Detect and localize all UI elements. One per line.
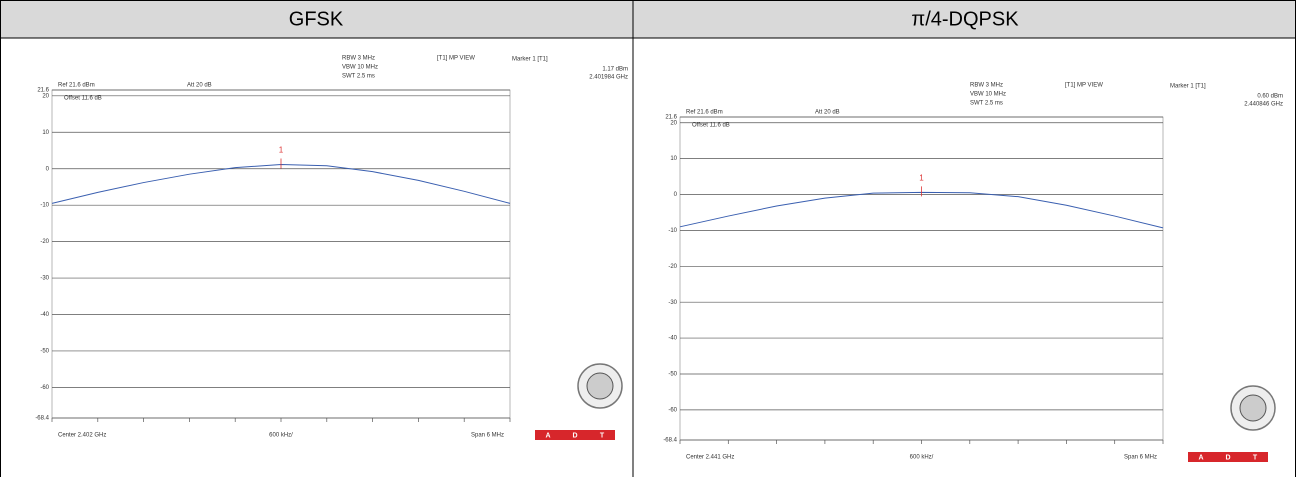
attenuation: Att 20 dB [815, 110, 840, 116]
y-tick-label: 20 [42, 93, 49, 99]
attenuation: Att 20 dB [187, 83, 212, 89]
column-header: π/4-DQPSK [911, 8, 1019, 30]
y-tick-label: 21.6 [665, 115, 677, 121]
span: Span 6 MHz [471, 433, 504, 439]
marker-title: Marker 1 [T1] [512, 57, 548, 63]
marker-label: 1 [919, 173, 924, 182]
vbw: VBW 10 MHz [970, 92, 1006, 98]
logo-letter: A [1198, 454, 1203, 461]
plot-frame [51, 89, 511, 419]
y-tick-label: 0 [674, 192, 678, 198]
division: 600 kHz/ [269, 433, 293, 439]
marker-level: 1.17 dBm [602, 67, 628, 73]
ref-level: Ref 21.6 dBm [686, 110, 723, 116]
trace-mode: [T1] MP VIEW [437, 56, 475, 62]
y-tick-label: -30 [40, 276, 49, 282]
sweep-time: SWT 2.5 ms [970, 101, 1003, 107]
y-tick-label: -10 [668, 228, 677, 234]
y-tick-label: 10 [670, 156, 677, 162]
marker-label: 1 [279, 146, 284, 155]
span: Span 6 MHz [1124, 455, 1157, 461]
sweep-time: SWT 2.5 ms [342, 74, 375, 80]
logo-letter: D [572, 432, 577, 439]
offset: Offset 11.6 dB [692, 123, 730, 129]
logo-seal-inner [1239, 394, 1267, 422]
logo-letter: A [545, 432, 550, 439]
header-row [0, 0, 1296, 38]
y-tick-label: 10 [42, 130, 49, 136]
y-tick-label: 0 [46, 166, 50, 172]
y-tick-label: -68.4 [663, 438, 677, 444]
marker-title: Marker 1 [T1] [1170, 84, 1206, 90]
trace [51, 163, 511, 204]
plot-frame [679, 116, 1164, 441]
y-tick-label: -68.4 [35, 416, 49, 422]
logo-seal-inner [586, 372, 614, 400]
marker-level: 0.60 dBm [1257, 94, 1283, 100]
logo-bar [1188, 452, 1268, 462]
y-tick-label: -60 [668, 407, 677, 413]
logo-letter: D [1225, 454, 1230, 461]
center-freq: Center 2.441 GHz [686, 455, 734, 461]
logo-bar [535, 430, 615, 440]
rbw: RBW 3 MHz [970, 83, 1003, 89]
trace [679, 191, 1164, 229]
trace-mode: [T1] MP VIEW [1065, 83, 1103, 89]
marker-freq: 2.440846 GHz [1244, 102, 1283, 108]
y-tick-label: -10 [40, 203, 49, 209]
vbw: VBW 10 MHz [342, 65, 378, 71]
y-tick-label: -20 [668, 264, 677, 270]
rbw: RBW 3 MHz [342, 56, 375, 62]
y-tick-label: 21.6 [37, 88, 49, 94]
y-tick-label: -50 [40, 349, 49, 355]
center-freq: Center 2.402 GHz [58, 433, 106, 439]
y-tick-label: -30 [668, 300, 677, 306]
marker-freq: 2.401984 GHz [589, 75, 628, 81]
y-tick-label: -20 [40, 239, 49, 245]
y-tick-label: -40 [40, 312, 49, 318]
offset: Offset 11.6 dB [64, 96, 102, 102]
column-header: GFSK [289, 8, 344, 30]
y-tick-label: 20 [670, 120, 677, 126]
y-tick-label: -40 [668, 336, 677, 342]
logo-letter: T [1253, 454, 1258, 461]
y-tick-label: -50 [668, 372, 677, 378]
ref-level: Ref 21.6 dBm [58, 83, 95, 89]
y-tick-label: -60 [40, 385, 49, 391]
division: 600 kHz/ [910, 455, 934, 461]
logo-letter: T [600, 432, 605, 439]
